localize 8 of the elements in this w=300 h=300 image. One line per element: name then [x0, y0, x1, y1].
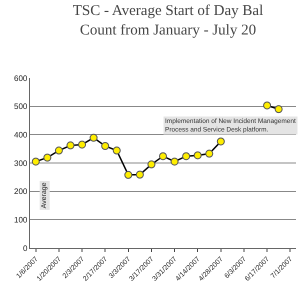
y-tick-label: 400	[14, 130, 28, 140]
y-tick-label: 0	[22, 244, 28, 253]
y-tick-label: 300	[14, 158, 28, 168]
chart-title: TSC - Average Start of Day Bal Count from January - July 20	[72, 3, 264, 38]
y-tick-label: 600	[14, 74, 28, 83]
y-tick-label: 200	[14, 187, 28, 196]
y-tick-label: 500	[14, 102, 28, 112]
y-tick-label: 100	[14, 215, 28, 224]
